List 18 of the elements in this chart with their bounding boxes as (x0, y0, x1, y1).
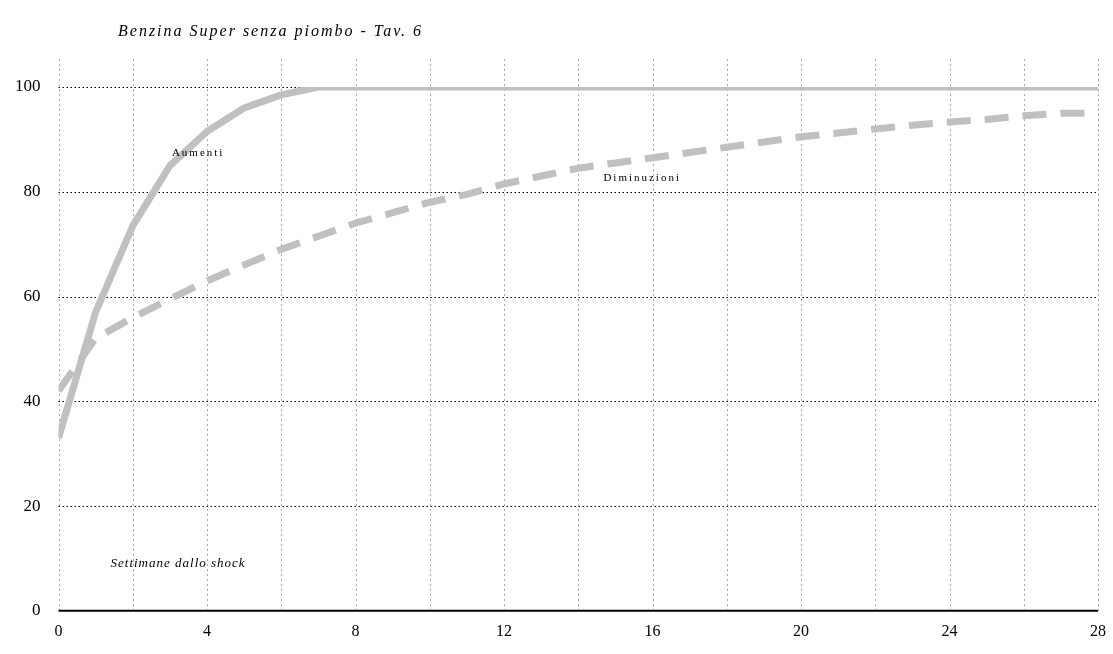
x-tick-label: 16 (644, 621, 661, 639)
x-axis-title: Settimane dallo shock (110, 554, 246, 570)
x-tick-label: 20 (793, 621, 809, 639)
y-tick-label: 20 (23, 495, 41, 515)
x-tick-label: 24 (941, 621, 958, 639)
series-label: Aumenti (171, 145, 225, 158)
x-tick-label: 0 (54, 621, 63, 639)
series-label: Diminuzioni (603, 170, 681, 183)
y-tick-label: 80 (23, 181, 41, 201)
chart-title: Benzina Super senza piombo - Tav. 6 (118, 22, 424, 40)
y-tick-label: 100 (15, 76, 41, 96)
y-tick-label: 60 (23, 285, 41, 305)
y-tick-label: 40 (23, 390, 41, 410)
x-tick-label: 8 (351, 621, 360, 639)
x-tick-label: 28 (1090, 621, 1106, 639)
x-tick-label: 12 (496, 621, 512, 639)
y-tick-label: 0 (32, 600, 41, 620)
x-tick-label: 4 (203, 621, 211, 639)
